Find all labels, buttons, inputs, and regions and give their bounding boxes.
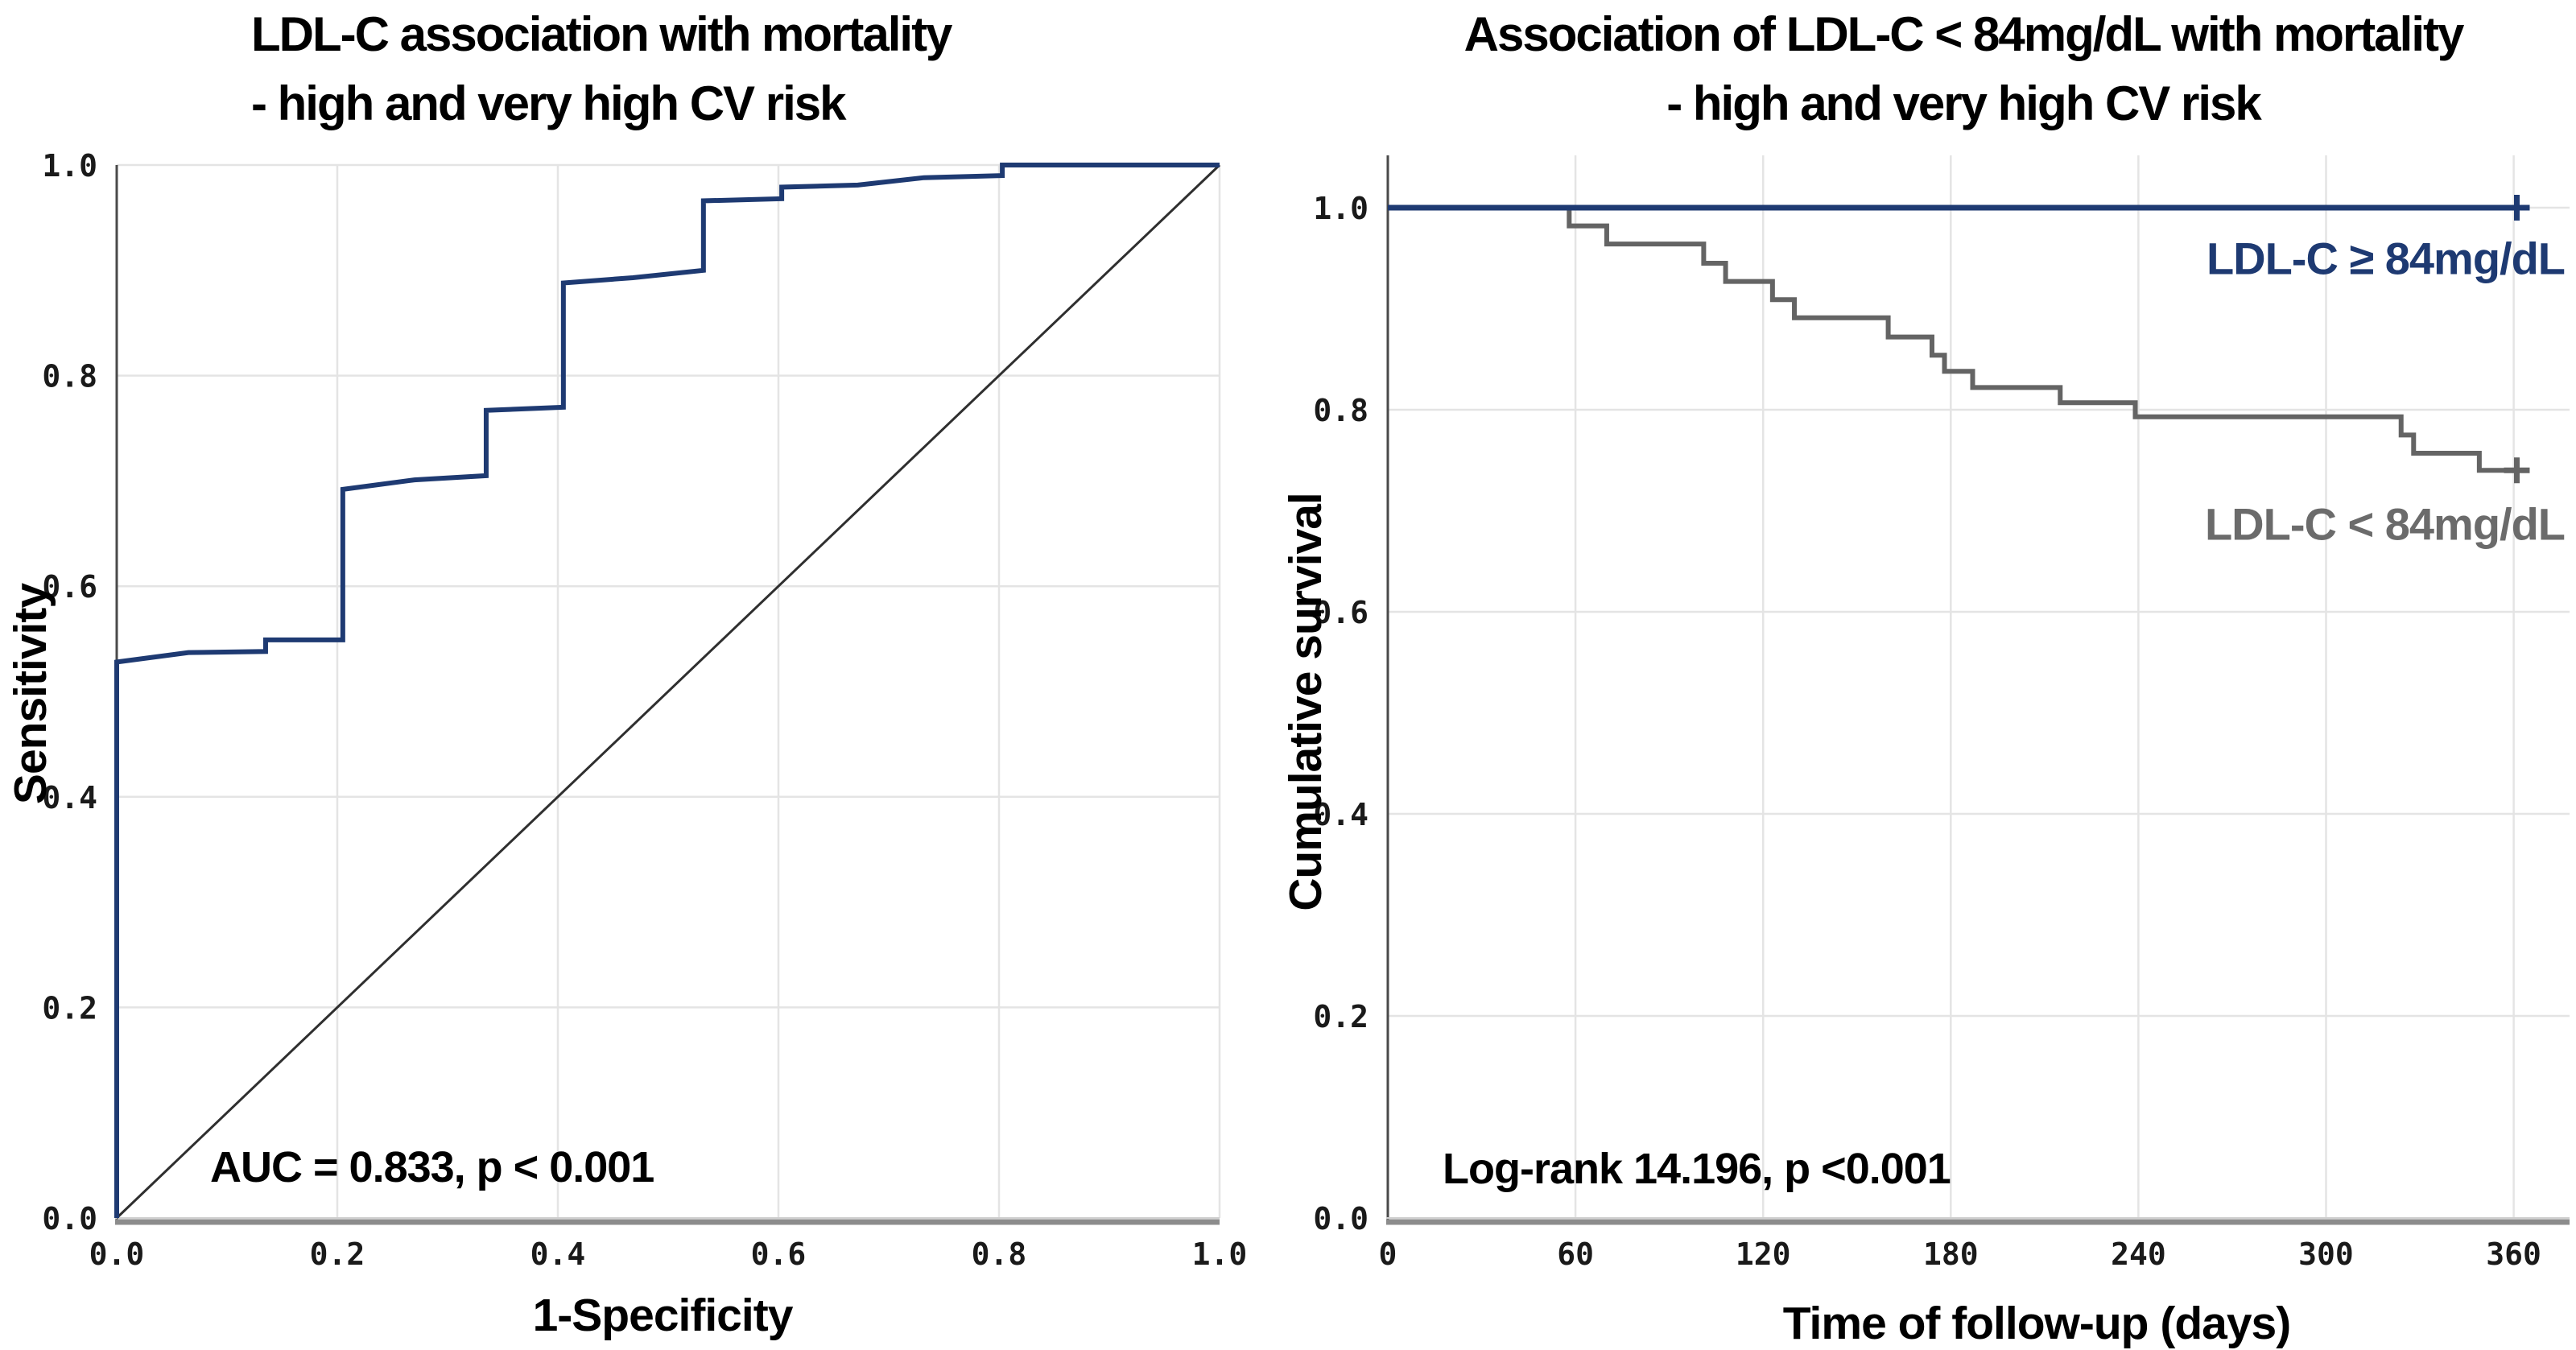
roc-y-tick-label: 0.4 (42, 780, 97, 815)
roc-y-tick-label: 0.2 (42, 990, 97, 1026)
roc-chart-title: LDL-C association with mortality - high … (251, 0, 952, 138)
km-plot: 0 60 120 180 240 300 360 0.0 0.2 0.4 0.6 0.8 1.0 (1313, 155, 2570, 1272)
roc-x-tick-label: 0.6 (751, 1236, 807, 1272)
km-title-line-2: - high and very high CV risk (1666, 76, 2261, 130)
ldl-lt-84-line (1388, 205, 2527, 473)
roc-plot: 0.0 0.2 0.4 0.6 0.8 1.0 0.0 0.2 0.4 0.6 0.8 1.0 (42, 148, 1247, 1272)
km-y-tick-label: 0.4 (1313, 797, 1368, 832)
roc-x-tick-label: 0.4 (530, 1236, 586, 1272)
roc-y-axis-label: Sensitivity (5, 583, 56, 805)
roc-title-line-1: LDL-C association with mortality (251, 7, 952, 61)
roc-curve-line (114, 163, 1220, 1218)
km-y-tick-label: 1.0 (1313, 191, 1368, 226)
km-x-tick-label: 360 (2486, 1236, 2541, 1272)
roc-y-tick-label: 1.0 (42, 148, 97, 184)
km-x-tick-label: 240 (2111, 1236, 2166, 1272)
km-x-tick-label: 300 (2298, 1236, 2354, 1272)
km-x-tick-label: 180 (1923, 1236, 1979, 1272)
ldl-ge-84-series-label: LDL-C ≥ 84mg/dL (2206, 233, 2566, 284)
km-y-tick-label: 0.8 (1313, 393, 1368, 428)
km-y-tick-label: 0.6 (1313, 595, 1368, 630)
roc-title-line-2: - high and very high CV risk (251, 76, 846, 130)
ldl-lt-84-series-label: LDL-C < 84mg/dL (2204, 498, 2566, 550)
roc-x-tick-label: 1.0 (1192, 1236, 1248, 1272)
km-x-tick-label: 120 (1736, 1236, 1791, 1272)
roc-y-tick-label: 0.8 (42, 359, 97, 394)
km-y-tick-label: 0.2 (1313, 999, 1368, 1034)
km-y-axis-label: Cumulative survival (1280, 493, 1331, 911)
reference-line-line (115, 163, 1221, 1220)
km-y-tick-label: 0.0 (1313, 1201, 1368, 1236)
roc-y-tick-label: 0.6 (42, 569, 97, 605)
km-x-axis-label: Time of follow-up (days) (1782, 1298, 2291, 1349)
roc-x-axis-label: 1-Specificity (532, 1290, 794, 1341)
roc-x-tick-label: 0.2 (310, 1236, 365, 1272)
roc-y-tick-label: 0.0 (42, 1201, 97, 1236)
roc-x-tick-label: 0.0 (89, 1236, 145, 1272)
roc-x-tick-label: 0.8 (972, 1236, 1027, 1272)
logrank-annotation: Log-rank 14.196, p <0.001 (1443, 1145, 1951, 1193)
km-chart-title: Association of LDL-C < 84mg/dL with mort… (1388, 0, 2539, 138)
km-x-tick-label: 0 (1379, 1236, 1397, 1272)
auc-annotation: AUC = 0.833, p < 0.001 (210, 1143, 654, 1191)
km-x-tick-label: 60 (1557, 1236, 1594, 1272)
km-title-line-1: Association of LDL-C < 84mg/dL with mort… (1463, 7, 2465, 61)
